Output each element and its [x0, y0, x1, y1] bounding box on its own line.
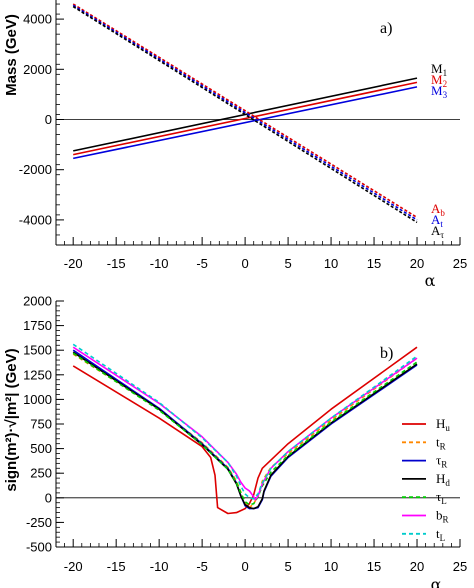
y-tick-label: -250	[26, 515, 52, 530]
series-line-M3	[73, 86, 418, 160]
y-tick-label: 750	[30, 417, 52, 432]
series-line-Ab	[72, 3, 418, 219]
legend-label-bR: bR	[436, 508, 449, 525]
y-tick-label: 4000	[23, 12, 52, 27]
x-tick-label: -5	[196, 559, 208, 574]
x-tick-label: -10	[150, 559, 169, 574]
legend-label-Aτ: Aτ	[431, 223, 444, 240]
panel-label: a)	[380, 20, 392, 37]
x-tick-label: 20	[410, 256, 424, 271]
series-line-At	[72, 4, 418, 221]
y-tick-label: 500	[30, 441, 52, 456]
y-tick-label: -2000	[19, 162, 52, 177]
x-tick-label: 0	[241, 256, 248, 271]
x-tick-label: 5	[284, 256, 291, 271]
x-tick-label: -15	[107, 559, 126, 574]
y-tick-label: 1750	[23, 318, 52, 333]
x-tick-label: 25	[453, 256, 467, 271]
series-group	[72, 343, 418, 515]
legend-label-Hd: Hd	[436, 471, 450, 488]
legend-label-Ab: Ab	[431, 201, 445, 218]
series-line-bR	[72, 346, 418, 501]
y-tick-label: -500	[26, 540, 52, 555]
x-tick-label: 10	[324, 256, 338, 271]
x-tick-label: -5	[196, 256, 208, 271]
y-axis-title: Mass (GeV)	[3, 14, 20, 96]
series-line-Hu	[72, 346, 418, 515]
series-line-Hd	[72, 351, 418, 510]
panel-a: -20 -15 -10 -5 0 5 10 15 20 25 -4000 -2000 0 2000 4000…	[3, 0, 467, 290]
series-line-Aτ	[72, 5, 418, 224]
x-tick-label: 10	[324, 559, 338, 574]
y-tick-label: -4000	[19, 212, 52, 227]
y-tick-label: 0	[45, 490, 52, 505]
panel-label: b)	[380, 345, 393, 362]
legend-label-M2: M2	[431, 72, 447, 89]
y-tick-label: 1500	[23, 343, 52, 358]
x-tick-label: 25	[453, 559, 467, 574]
series-line-tL	[72, 343, 418, 500]
legend-label-tL: tL	[436, 526, 445, 543]
x-tick-label: -20	[64, 256, 83, 271]
x-tick-label: 5	[284, 559, 291, 574]
series-line-M2	[73, 81, 418, 156]
legend-label-τL: τL	[436, 489, 447, 506]
y-tick-label: 2000	[23, 62, 52, 77]
y-tick-label: 250	[30, 466, 52, 481]
x-tick-label: -20	[64, 559, 83, 574]
series-line-τL	[72, 352, 418, 506]
x-tick-label: 15	[367, 559, 381, 574]
y-tick-label: 1250	[23, 367, 52, 382]
y-tick-label: 2000	[23, 294, 52, 309]
legend-label-Hu: Hu	[436, 416, 450, 433]
y-tick-label: 1000	[23, 392, 52, 407]
x-tick-label: 15	[367, 256, 381, 271]
x-tick-label: 0	[241, 559, 248, 574]
legend-label-τR: τR	[436, 453, 447, 470]
y-tick-label: 0	[45, 112, 52, 127]
x-tick-label: -15	[107, 256, 126, 271]
y-axis-title: sign(m²)·√|m²| (GeV)	[3, 348, 20, 491]
x-axis-title: α	[425, 271, 436, 290]
series-line-tR	[72, 353, 418, 509]
legend-label-M1: M1	[431, 61, 447, 78]
x-tick-label: -10	[150, 256, 169, 271]
legend-label-M3: M3	[431, 83, 448, 100]
legend-label-tR: tR	[436, 434, 446, 451]
x-tick-label: 20	[410, 559, 424, 574]
panel-b: -20 -15 -10 -5 0 5 10 15 20 25 -500 -250 0 250 500 750 1…	[3, 294, 467, 588]
legend-label-At: At	[431, 212, 443, 229]
series-group	[72, 3, 418, 224]
x-axis-title: α	[431, 575, 442, 588]
series-line-τR	[72, 349, 418, 510]
